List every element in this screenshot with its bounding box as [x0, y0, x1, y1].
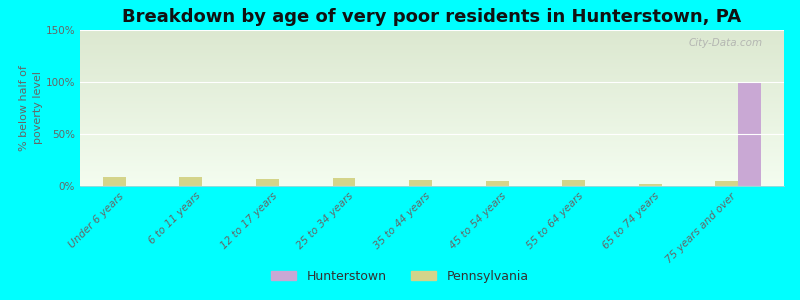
Text: City-Data.com: City-Data.com — [689, 38, 763, 48]
Bar — [179, 177, 202, 186]
Bar — [715, 181, 738, 186]
Bar — [738, 82, 761, 186]
Title: Breakdown by age of very poor residents in Hunterstown, PA: Breakdown by age of very poor residents … — [122, 8, 742, 26]
Bar — [562, 180, 585, 186]
Bar — [333, 178, 355, 186]
Bar — [103, 177, 126, 186]
Legend: Hunterstown, Pennsylvania: Hunterstown, Pennsylvania — [266, 265, 534, 288]
Bar — [486, 181, 509, 186]
Bar — [409, 180, 432, 186]
Y-axis label: % below half of
poverty level: % below half of poverty level — [18, 65, 42, 151]
Bar — [638, 184, 662, 186]
Bar — [256, 179, 279, 186]
